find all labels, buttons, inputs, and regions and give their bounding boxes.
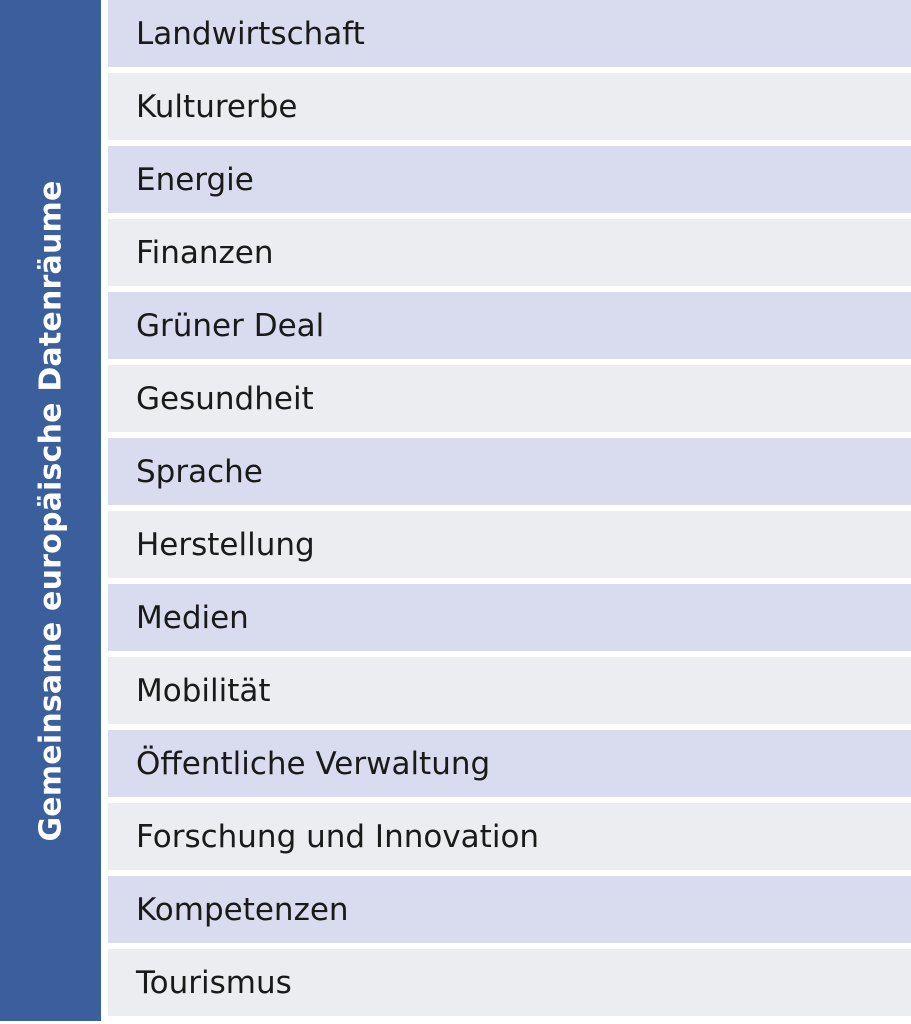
list-item-label: Kompetenzen bbox=[136, 891, 349, 928]
list-item-label: Tourismus bbox=[136, 964, 292, 1001]
list-item-gesundheit: Gesundheit bbox=[108, 365, 911, 432]
list-item-sprache: Sprache bbox=[108, 438, 911, 505]
list-item-label: Landwirtschaft bbox=[136, 15, 365, 52]
list-item-kulturerbe: Kulturerbe bbox=[108, 73, 911, 140]
list-item-label: Sprache bbox=[136, 453, 263, 490]
side-panel: Gemeinsame europäische Datenräume bbox=[0, 0, 101, 1021]
list-item-gruener-deal: Grüner Deal bbox=[108, 292, 911, 359]
list-item-energie: Energie bbox=[108, 146, 911, 213]
list-item-label: Gesundheit bbox=[136, 380, 314, 417]
list-item-forschung-und-innovation: Forschung und Innovation bbox=[108, 803, 911, 870]
list-item-landwirtschaft: Landwirtschaft bbox=[108, 0, 911, 67]
list-item-label: Forschung und Innovation bbox=[136, 818, 540, 855]
list-item-label: Finanzen bbox=[136, 234, 274, 271]
list-item-label: Herstellung bbox=[136, 526, 315, 563]
list-item-finanzen: Finanzen bbox=[108, 219, 911, 286]
list-item-mobilitaet: Mobilität bbox=[108, 657, 911, 724]
list-item-medien: Medien bbox=[108, 584, 911, 651]
list-item-label: Energie bbox=[136, 161, 254, 198]
side-title: Gemeinsame europäische Datenräume bbox=[33, 179, 68, 842]
list-item-kompetenzen: Kompetenzen bbox=[108, 876, 911, 943]
data-space-list: Landwirtschaft Kulturerbe Energie Finanz… bbox=[108, 0, 911, 1024]
list-item-oeffentliche-verwaltung: Öffentliche Verwaltung bbox=[108, 730, 911, 797]
list-item-label: Öffentliche Verwaltung bbox=[136, 745, 491, 782]
list-item-herstellung: Herstellung bbox=[108, 511, 911, 578]
list-item-label: Kulturerbe bbox=[136, 88, 298, 125]
list-item-tourismus: Tourismus bbox=[108, 949, 911, 1016]
list-item-label: Medien bbox=[136, 599, 249, 636]
list-item-label: Grüner Deal bbox=[136, 307, 325, 344]
list-item-label: Mobilität bbox=[136, 672, 271, 709]
